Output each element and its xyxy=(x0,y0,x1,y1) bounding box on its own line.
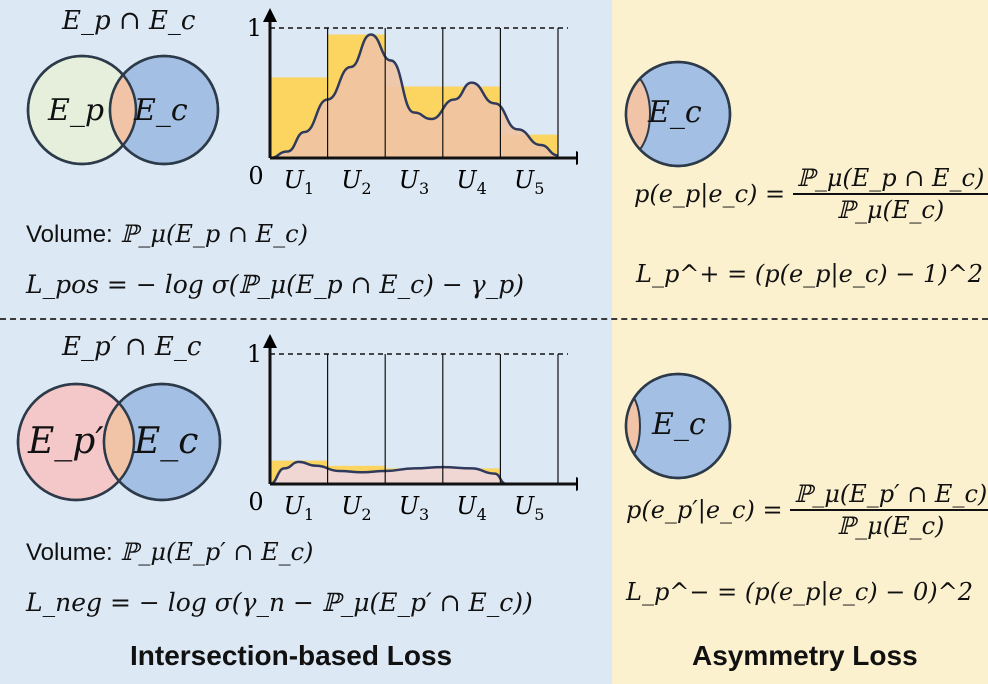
bottom-loss-formula: L_neg = − log σ(γ_n − ℙ_μ(E_p′ ∩ E_c)) xyxy=(26,588,533,617)
bottom-asym-circle xyxy=(624,372,732,480)
tick-label-U1: U1 xyxy=(284,166,314,198)
x-axis-arrow xyxy=(576,477,578,491)
bottom-asym-loss: L_p^− = (p(e_p|e_c) − 0)^2 xyxy=(626,578,974,606)
top-volume-text: Volume: ℙ_μ(E_p ∩ E_c) xyxy=(26,220,308,248)
top-venn-ec-label: E_c xyxy=(134,93,188,128)
top-volume-chart: 1 0 U1 U2 U3 U4 U5 xyxy=(247,8,578,198)
footer-intersection-loss: Intersection-based Loss xyxy=(130,640,453,671)
tick-label-U3: U3 xyxy=(399,492,429,524)
x-axis-arrow xyxy=(576,151,578,165)
bottom-venn-ep-label: E_p′ xyxy=(28,421,104,462)
y-max-label: 1 xyxy=(247,14,262,42)
y-axis-arrow xyxy=(263,8,277,22)
origin-label: 0 xyxy=(248,488,263,516)
tick-label-U2: U2 xyxy=(341,166,371,198)
tick-label-U5: U5 xyxy=(514,166,544,198)
bottom-venn-diagram xyxy=(16,382,222,502)
density-curve xyxy=(269,460,507,486)
tick-label-U2: U2 xyxy=(341,492,371,524)
tick-label-U1: U1 xyxy=(284,492,314,524)
density-curve xyxy=(269,33,559,160)
bottom-intersection-label: E_p′ ∩ E_c xyxy=(62,332,202,362)
top-venn-ep-label: E_p xyxy=(48,93,105,128)
tick-label-U4: U4 xyxy=(456,166,486,198)
tick-label-U3: U3 xyxy=(399,166,429,198)
top-asym-loss: L_p^+ = (p(e_p|e_c) − 1)^2 xyxy=(636,260,984,288)
top-conditional-prob: p(e_p|e_c) = ℙ_μ(E_p ∩ E_c) ℙ_μ(E_c) xyxy=(634,166,988,222)
origin-label: 0 xyxy=(248,162,263,190)
density-area xyxy=(270,461,507,484)
tick-label-U5: U5 xyxy=(514,492,544,524)
top-loss-formula: L_pos = − log σ(ℙ_μ(E_p ∩ E_c) − γ_p) xyxy=(26,270,524,299)
bottom-asym-ec-label: E_c xyxy=(652,407,706,442)
section-divider xyxy=(0,318,988,320)
density-area xyxy=(270,34,558,158)
bottom-volume-chart: 1 0 U1 U2 U3 U4 U5 xyxy=(247,334,578,524)
top-intersection-label: E_p ∩ E_c xyxy=(62,6,196,36)
top-asym-ec-label: E_c xyxy=(648,95,702,130)
bottom-venn-ec-label: E_c xyxy=(134,421,199,462)
y-axis-arrow xyxy=(263,334,277,348)
y-max-label: 1 xyxy=(247,340,262,368)
bottom-volume-text: Volume: ℙ_μ(E_p′ ∩ E_c) xyxy=(26,538,314,566)
tick-label-U4: U4 xyxy=(456,492,486,524)
top-asym-circle xyxy=(624,60,732,168)
bottom-conditional-prob: p(e_p′|e_c) = ℙ_μ(E_p′ ∩ E_c) ℙ_μ(E_c) xyxy=(626,482,988,538)
footer-asymmetry-loss: Asymmetry Loss xyxy=(692,640,918,671)
top-venn-diagram xyxy=(26,54,220,166)
